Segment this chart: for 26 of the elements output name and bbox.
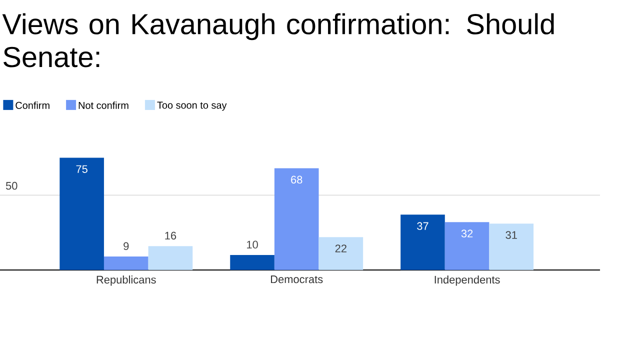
data-label: 75: [76, 165, 88, 173]
bar: [444, 222, 490, 270]
x-tick-label: Independents: [434, 276, 500, 286]
x-tick-label: Democrats: [271, 276, 323, 284]
legend-label: Too soon to say: [157, 102, 227, 111]
x-tick-label: Republicans: [96, 276, 156, 286]
data-label: 68: [291, 176, 302, 184]
chart-title: Views on Kavanaugh confirmation: Should Senate:: [2, 13, 554, 68]
bar: [230, 255, 274, 270]
ref-line-label: 50: [6, 182, 18, 190]
data-label: 16: [165, 232, 176, 240]
legend-label: Confirm: [16, 102, 50, 109]
data-label: 32: [461, 230, 473, 238]
data-label: 37: [417, 222, 428, 230]
data-label: 9: [124, 242, 129, 250]
data-label: 10: [247, 240, 258, 249]
bar: [318, 237, 364, 270]
data-label: 31: [506, 231, 517, 239]
bar: [489, 224, 534, 270]
bar: [274, 168, 319, 270]
bar: [400, 214, 445, 270]
bar: [60, 158, 104, 270]
data-label: 22: [335, 244, 346, 252]
bar: [104, 256, 148, 270]
legend-label: Not confirm: [78, 102, 128, 109]
bar: [148, 246, 193, 270]
